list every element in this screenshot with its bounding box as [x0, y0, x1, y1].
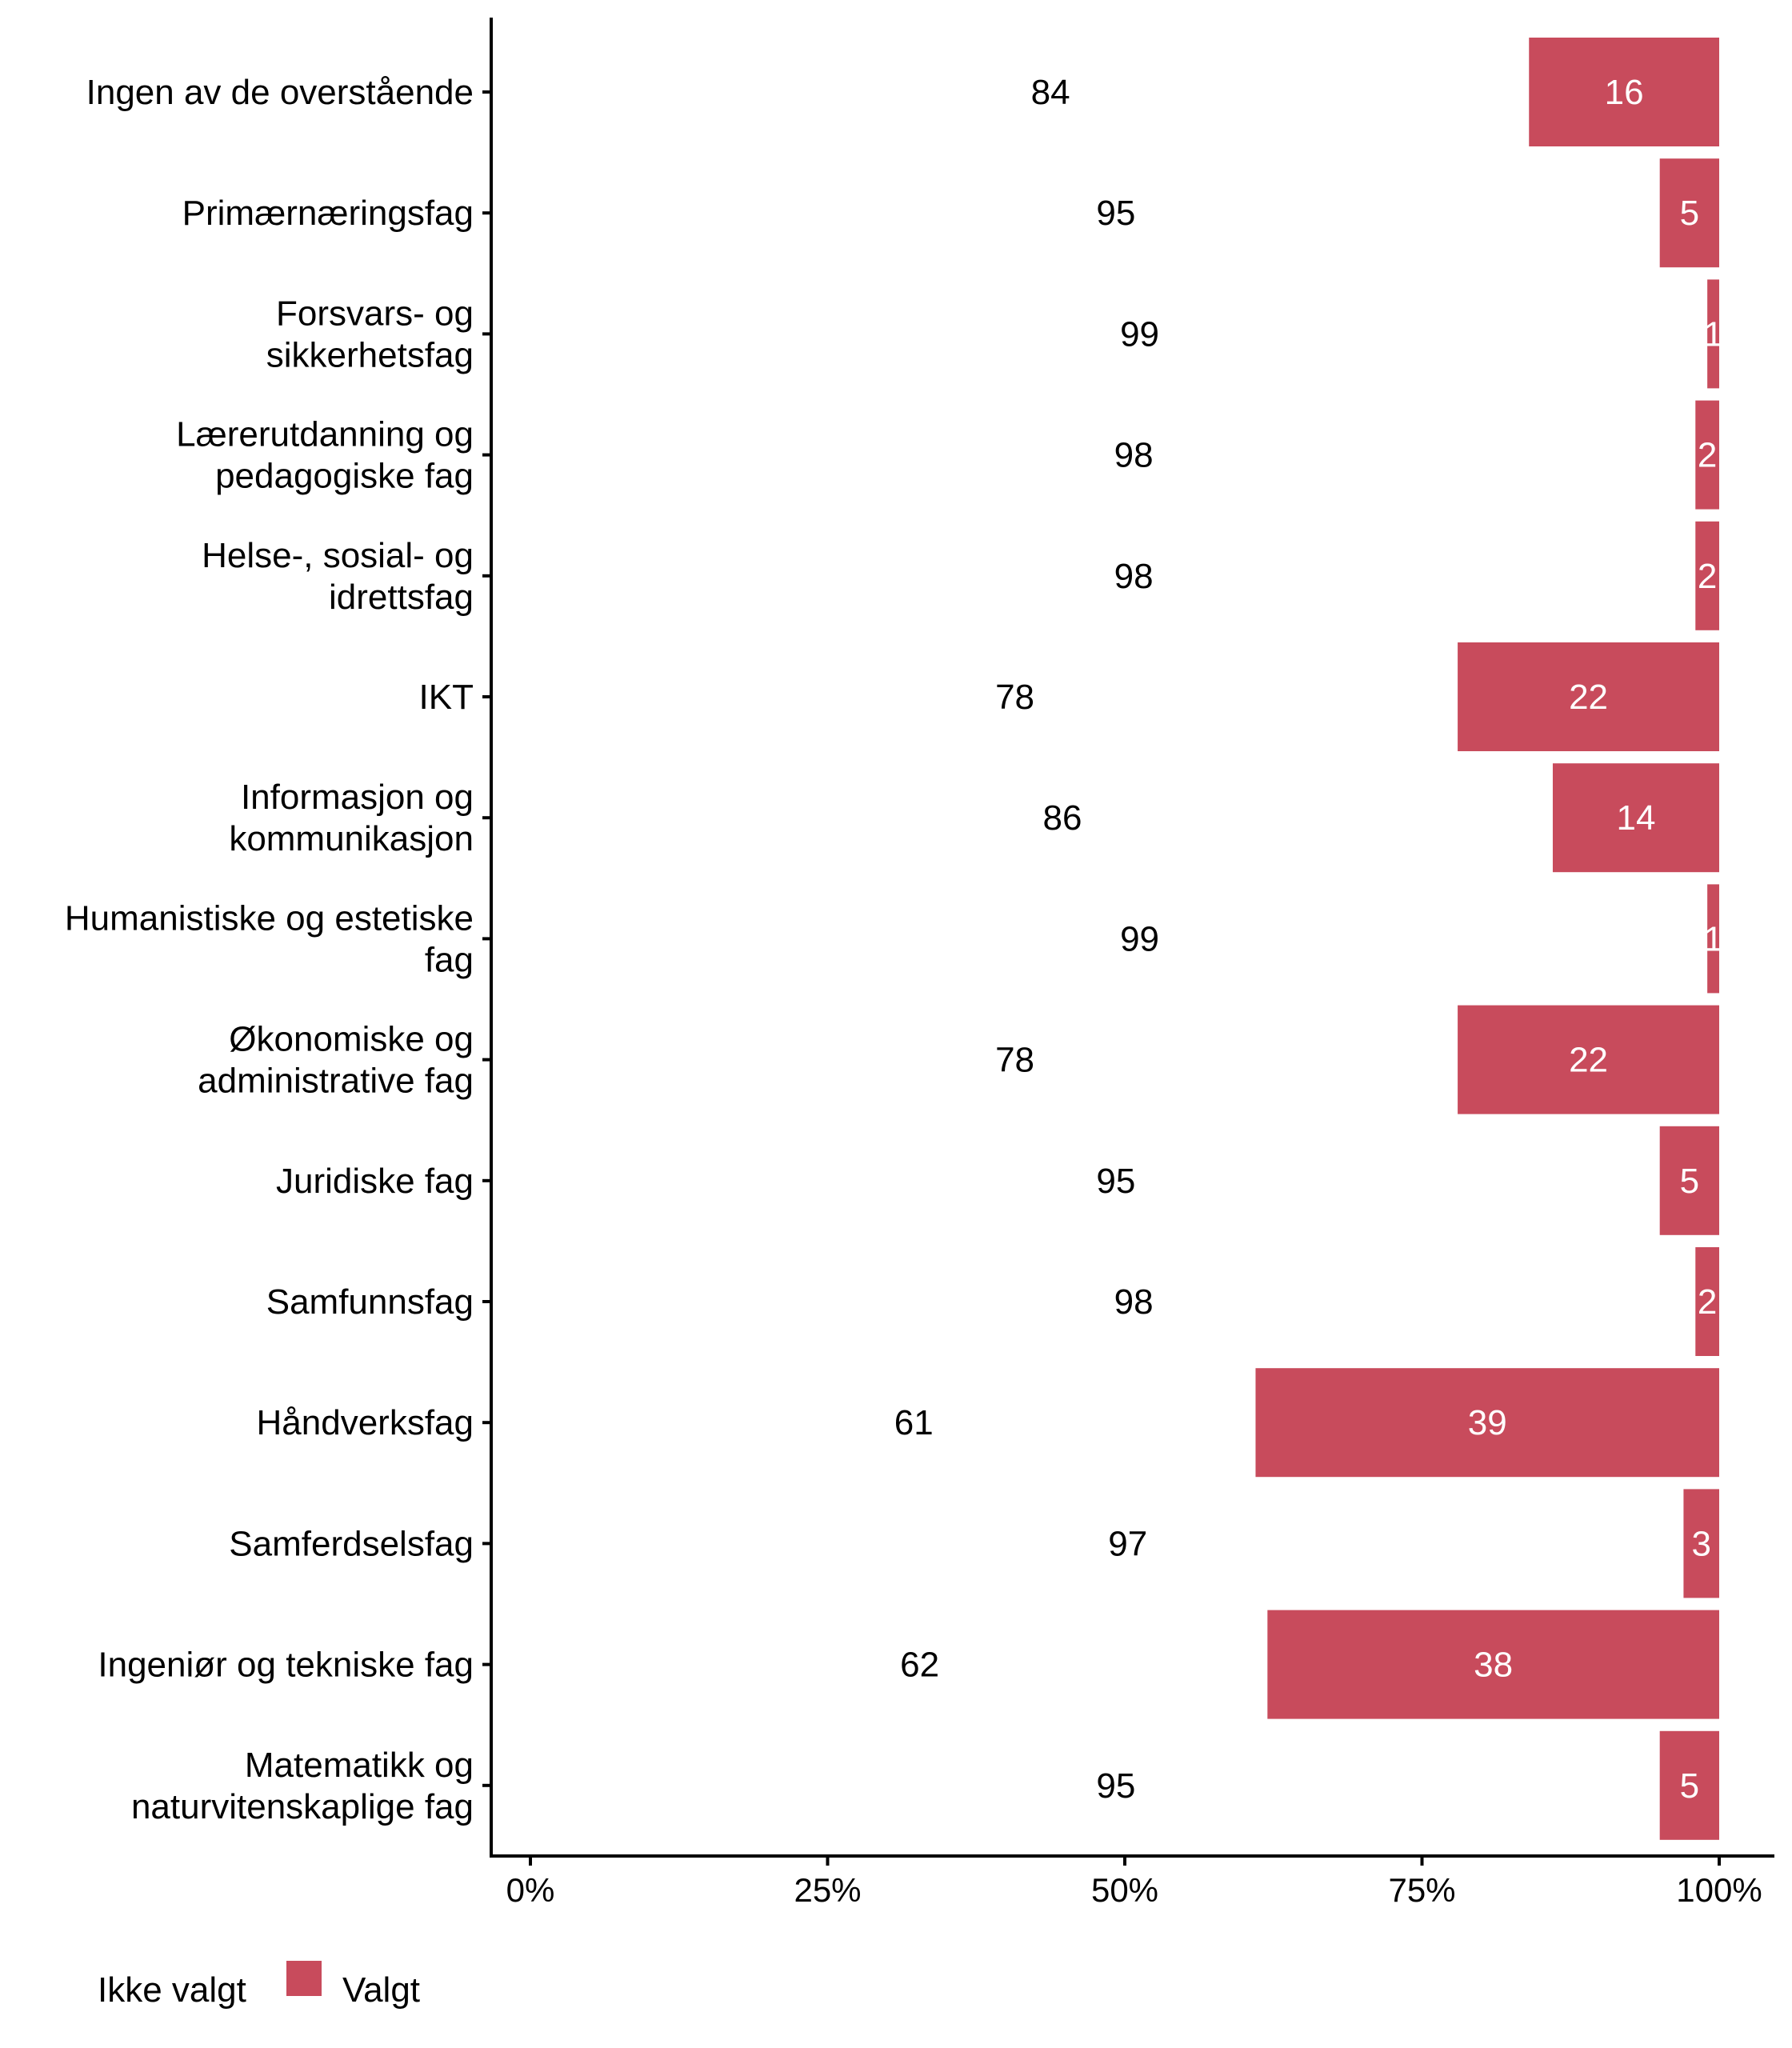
- x-axis: 0% 25% 50% 75% 100%: [490, 1854, 1774, 1909]
- value-label-valgt: 2: [1698, 1282, 1717, 1322]
- value-label-valgt: 14: [1617, 798, 1656, 838]
- value-label-valgt: 22: [1569, 678, 1608, 717]
- legend-label-ikke-valgt: Ikke valgt: [98, 1970, 246, 2010]
- category-label: Samfunnsfag: [266, 1282, 474, 1322]
- bar-ikke-valgt: [530, 1730, 1660, 1840]
- bar-ikke-valgt: [530, 1368, 1256, 1478]
- x-tick-label: 50%: [1091, 1871, 1158, 1909]
- category-label: IKT: [419, 678, 474, 717]
- bar-valgt: [1707, 279, 1719, 389]
- bar-ikke-valgt: [530, 158, 1660, 268]
- value-label-ikke-valgt: 99: [1120, 919, 1159, 958]
- bar-ikke-valgt: [530, 279, 1708, 389]
- value-label-ikke-valgt: 98: [1114, 557, 1154, 596]
- category-label: Forsvars- og sikkerhetsfag: [266, 294, 474, 374]
- bars-layer: [530, 38, 1719, 1840]
- category-label: Økonomiske og administrative fag: [198, 1020, 474, 1101]
- x-tick-label: 100%: [1676, 1871, 1762, 1909]
- bar-ikke-valgt: [530, 1489, 1684, 1598]
- legend-label-valgt: Valgt: [342, 1970, 420, 2010]
- value-label-ikke-valgt: 78: [995, 1041, 1034, 1080]
- category-label: Humanistiske og estetiske fag: [65, 898, 474, 979]
- bar-valgt: [1659, 1730, 1719, 1840]
- category-label: Matematikk og naturvitenskaplige fag: [131, 1746, 474, 1826]
- value-label-ikke-valgt: 99: [1120, 314, 1159, 354]
- category-label: Juridiske fag: [276, 1162, 474, 1201]
- bar-ikke-valgt: [530, 521, 1696, 630]
- value-label-valgt: 3: [1691, 1524, 1710, 1563]
- value-label-valgt: 22: [1569, 1041, 1608, 1080]
- bar-ikke-valgt: [530, 763, 1553, 873]
- bar-valgt: [1458, 1005, 1719, 1114]
- x-tick-label: 25%: [794, 1871, 861, 1909]
- bar-ikke-valgt: [530, 1247, 1696, 1356]
- bar-valgt: [1659, 1126, 1719, 1235]
- y-axis: Ingen av de overstående Primærnæringsfag F…: [65, 18, 493, 1858]
- bar-valgt: [1659, 158, 1719, 268]
- category-label: Informasjon og kommunikasjon: [229, 778, 474, 858]
- bar-valgt: [1529, 38, 1719, 146]
- bar-valgt: [1255, 1368, 1719, 1478]
- value-labels-layer: 84 16 95 5 99 1 98 2 98 2 78 22 86 14 99 1 78 22 95 5 98 2 61 3…: [894, 73, 1722, 1806]
- value-label-valgt: 1: [1703, 919, 1722, 958]
- bar-ikke-valgt: [530, 38, 1530, 146]
- bar-valgt: [1695, 521, 1719, 630]
- value-label-ikke-valgt: 78: [995, 678, 1034, 717]
- x-tick-label: 0%: [506, 1871, 555, 1909]
- value-label-valgt: 5: [1680, 194, 1699, 233]
- x-tick-label: 75%: [1388, 1871, 1455, 1909]
- bar-valgt: [1458, 642, 1719, 751]
- value-label-ikke-valgt: 61: [894, 1403, 934, 1442]
- bar-valgt: [1552, 763, 1719, 873]
- value-label-valgt: 1: [1703, 314, 1722, 354]
- category-label: Helse-, sosial- og idrettsfag: [202, 536, 474, 617]
- bar-ikke-valgt: [530, 642, 1458, 751]
- category-label: Samferdselsfag: [229, 1524, 474, 1563]
- value-label-valgt: 39: [1468, 1403, 1507, 1442]
- value-label-valgt: 38: [1474, 1646, 1513, 1685]
- bar-valgt: [1695, 1247, 1719, 1356]
- value-label-valgt: 16: [1605, 73, 1644, 112]
- value-label-valgt: 2: [1698, 557, 1717, 596]
- bar-ikke-valgt: [530, 884, 1708, 994]
- category-label: Lærerutdanning og pedagogiske fag: [176, 415, 474, 496]
- bar-valgt: [1267, 1610, 1719, 1719]
- value-label-valgt: 5: [1680, 1162, 1699, 1201]
- bar-valgt: [1683, 1489, 1719, 1598]
- category-label: Primærnæringsfag: [182, 194, 474, 233]
- value-label-valgt: 5: [1680, 1766, 1699, 1806]
- value-label-ikke-valgt: 86: [1043, 798, 1082, 838]
- value-label-ikke-valgt: 98: [1114, 436, 1154, 475]
- value-label-ikke-valgt: 62: [900, 1646, 939, 1685]
- value-label-ikke-valgt: 95: [1096, 194, 1135, 233]
- bar-ikke-valgt: [530, 400, 1696, 510]
- value-label-ikke-valgt: 84: [1031, 73, 1070, 112]
- value-label-ikke-valgt: 95: [1096, 1162, 1135, 1201]
- legend: Ikke valgt Valgt: [98, 1961, 420, 2010]
- bar-ikke-valgt: [530, 1005, 1458, 1114]
- value-label-ikke-valgt: 95: [1096, 1766, 1135, 1806]
- category-label: Ingen av de overstående: [86, 73, 474, 112]
- legend-swatch-valgt: [286, 1961, 322, 1996]
- value-label-ikke-valgt: 97: [1108, 1524, 1147, 1563]
- value-label-valgt: 2: [1698, 436, 1717, 475]
- bar-valgt: [1707, 884, 1719, 994]
- category-label: Ingeniør og tekniske fag: [98, 1646, 474, 1685]
- value-label-ikke-valgt: 98: [1114, 1282, 1154, 1322]
- category-label: Håndverksfag: [257, 1403, 474, 1442]
- bar-valgt: [1695, 400, 1719, 510]
- bar-ikke-valgt: [530, 1126, 1660, 1235]
- bar-ikke-valgt: [530, 1610, 1268, 1719]
